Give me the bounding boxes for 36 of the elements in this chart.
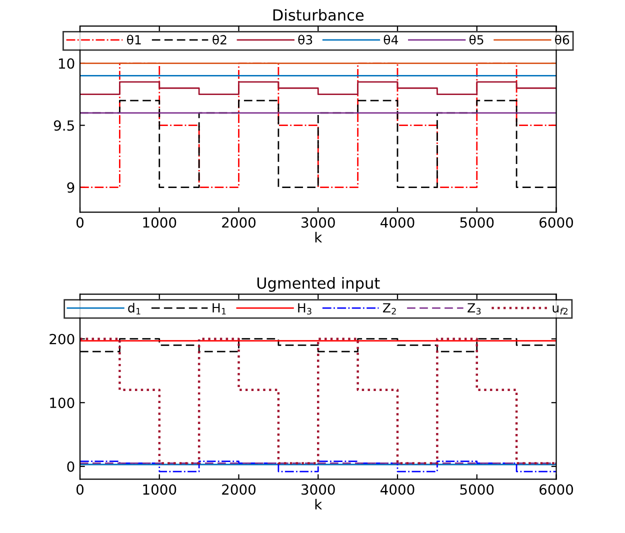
x-axis-title: k [315,498,322,510]
y-tick-label: 100 [50,398,74,408]
legend-label: θ2 [212,34,226,44]
chart-title: Disturbance [273,8,364,21]
legend-label: θ6 [555,34,570,44]
x-tick-label: 5000 [460,217,494,228]
x-tick-label: 1000 [143,217,176,228]
x-tick-label: 1000 [143,484,176,495]
legend-label: u$_{f2}$ [552,305,568,314]
x-tick-label: 2000 [222,484,256,495]
y-tick-label: 200 [50,334,74,344]
x-axis-title: k [315,232,322,242]
legend-label: d$_{1}$ [128,302,140,314]
x-tick-label: 4000 [380,217,414,228]
x-tick-label: 5000 [460,484,494,495]
x-tick-label: 3000 [302,217,335,228]
legend-label: θ1 [127,34,141,44]
chart-title: Ugmented input [257,277,380,292]
legend-label: H$_{1}$ [212,303,226,314]
x-tick-label: 6000 [540,217,573,228]
legend-label: θ5 [469,34,484,44]
y-tick-label: 9.5 [54,120,74,131]
x-tick-label: 3000 [302,484,335,495]
y-tick-label: 0 [67,461,74,472]
x-tick-label: 2000 [222,217,256,228]
legend-label: θ4 [384,34,398,44]
x-tick-label: 6000 [540,484,573,495]
y-tick-label: 9 [67,182,74,193]
y-tick-label: 10 [58,58,74,69]
x-tick-label: 0 [76,484,84,495]
x-tick-label: 4000 [380,484,414,495]
legend-label: θ3 [298,34,312,44]
legend-label: Z$_{2}$ [383,303,396,314]
x-tick-label: 0 [76,217,84,228]
legend-label: Z$_{3}$ [468,303,481,315]
legend-label: H$_{3}$ [298,303,312,315]
